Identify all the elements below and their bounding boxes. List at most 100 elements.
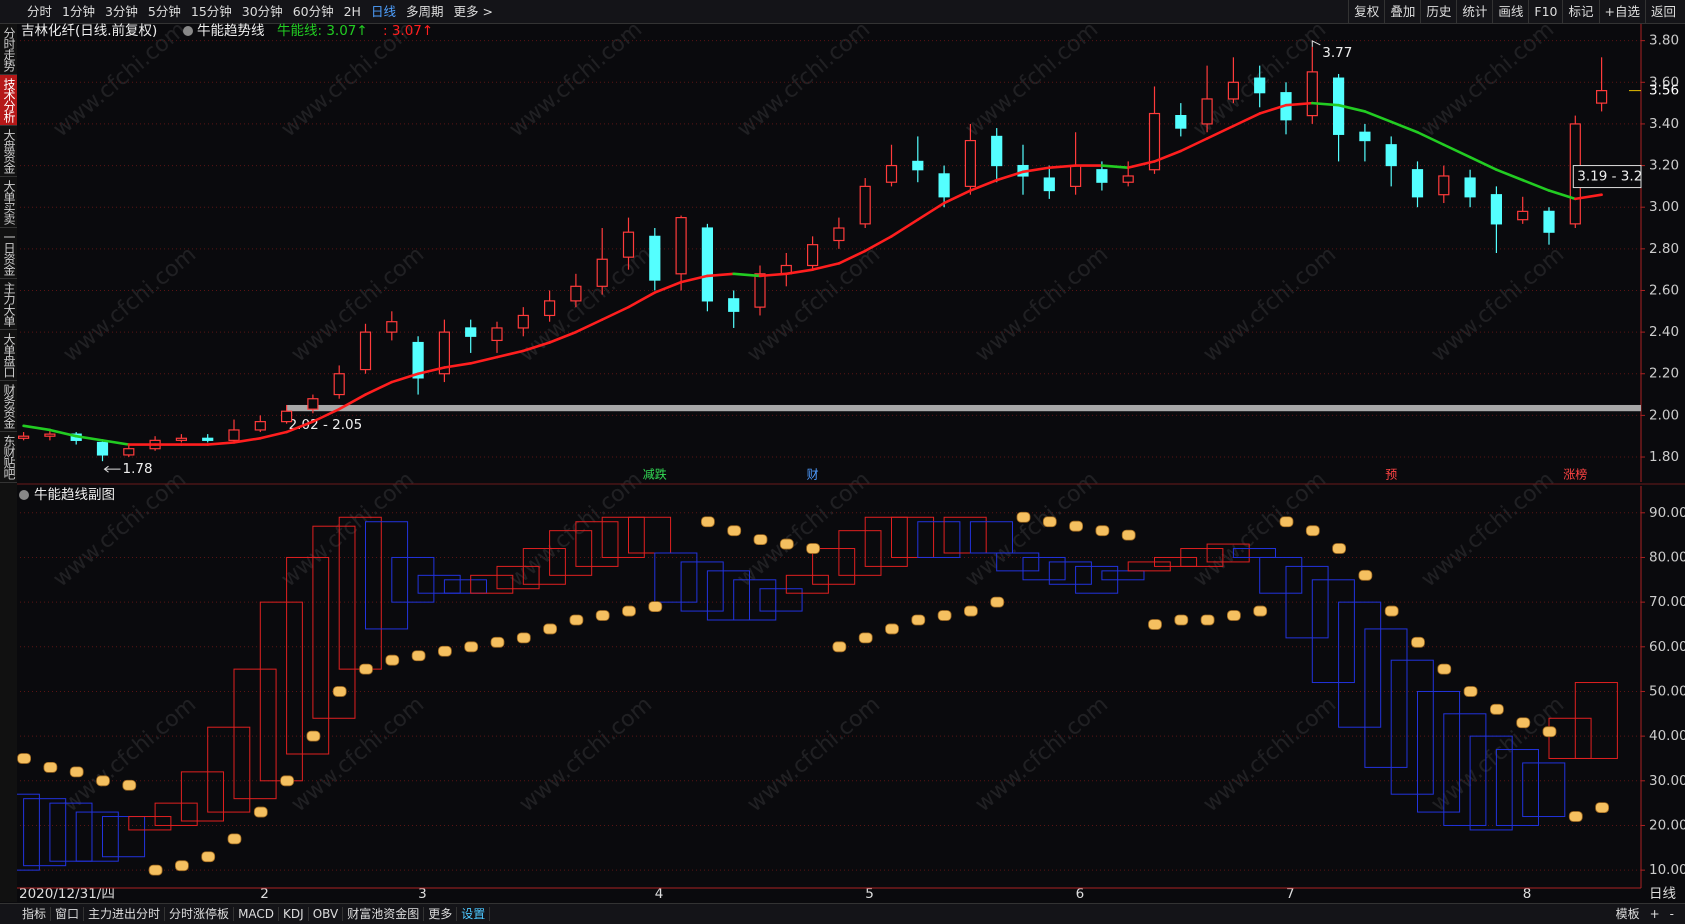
trend-line [653, 280, 683, 294]
buy-mark-body [306, 730, 321, 742]
candle-body [333, 373, 345, 396]
buy-mark-body [543, 623, 557, 635]
buy-mark-body [911, 614, 926, 626]
sidebar-tab[interactable]: 技术分析 [0, 75, 17, 126]
box [17, 793, 40, 871]
tool-button[interactable]: 复权 [1348, 0, 1384, 23]
sell-mark [1069, 520, 1083, 532]
bottom-control[interactable]: 模板 [1615, 907, 1640, 921]
buy-mark-body [937, 610, 952, 621]
box [312, 525, 356, 719]
y-tick-label: 90.00 [1649, 505, 1685, 521]
x-tick-label: 6 [1076, 886, 1085, 902]
indicator-tab[interactable]: 财富池资金图 [343, 907, 425, 921]
period-tab[interactable]: 15分钟 [190, 4, 232, 19]
box [207, 726, 251, 813]
trend-line [916, 201, 946, 221]
trend-line [679, 274, 709, 284]
buy-mark [622, 605, 636, 617]
indicator-tab[interactable]: KDJ [279, 907, 309, 921]
period-tab[interactable]: 5分钟 [147, 4, 181, 19]
box [891, 516, 935, 558]
box [969, 521, 1013, 554]
trend-line [469, 355, 499, 365]
sidebar-tab[interactable]: 大单盘口 [0, 330, 17, 381]
tool-button[interactable]: 返回 [1644, 0, 1681, 23]
tool-button[interactable]: 标记 [1562, 0, 1598, 23]
period-tab[interactable]: 多周期 [405, 4, 444, 19]
sell-mark-body [1490, 703, 1504, 715]
box [943, 516, 987, 554]
sell-mark-body [1332, 543, 1346, 554]
legend-entry: : 3.07↑ [383, 23, 433, 39]
candle-body [649, 235, 661, 281]
sell-mark [806, 543, 820, 554]
candle-body [1175, 114, 1187, 129]
tool-button[interactable]: 历史 [1420, 0, 1456, 23]
indicator-tab[interactable]: OBV [308, 907, 344, 921]
buy-mark-body [595, 610, 610, 621]
tool-button[interactable]: 叠加 [1384, 0, 1420, 23]
tool-button[interactable]: 画线 [1492, 0, 1528, 23]
watermark: www.cfchi.com [505, 23, 647, 142]
bottom-control[interactable]: + [1649, 907, 1660, 921]
sidebar-tab[interactable]: 大盘资金 [0, 126, 17, 177]
indicator-tab[interactable]: 更多 [424, 907, 458, 921]
trend-line [1179, 137, 1209, 153]
box [1206, 543, 1250, 563]
buy-mark [306, 730, 321, 742]
candle-body [1464, 177, 1476, 198]
period-tab[interactable]: 更多 > [453, 4, 493, 19]
legend-entry: 牛能线: 3.07↑ [277, 23, 368, 39]
sidebar-tab[interactable]: 分时走势 [0, 24, 17, 75]
sidebar-tab[interactable]: 一日资金 [0, 228, 17, 279]
sell-mark-body [1463, 686, 1478, 697]
trend-line [890, 218, 920, 238]
tool-button[interactable]: 统计 [1456, 0, 1492, 23]
period-tab[interactable]: 60分钟 [292, 4, 334, 19]
x-tick-label: 2 [260, 886, 269, 902]
sell-mark [1279, 516, 1294, 528]
period-tab[interactable]: 2H [343, 4, 361, 19]
candle-body [228, 429, 240, 441]
period-tab[interactable]: 30分钟 [241, 4, 283, 19]
y-tick-label: 2.40 [1649, 324, 1679, 340]
trend-line [206, 441, 236, 446]
trend-line [443, 362, 473, 369]
indicator-tab[interactable]: 设置 [457, 907, 491, 921]
bottom-control[interactable]: - [1669, 907, 1674, 921]
period-tab[interactable]: 3分钟 [104, 4, 138, 19]
indicator-tab[interactable]: 指标 [18, 907, 52, 921]
buy-mark-body [253, 806, 268, 818]
watermark: www.cfchi.com [1427, 242, 1569, 367]
sell-mark [779, 538, 794, 550]
trend-line [1574, 193, 1603, 201]
sidebar-tab[interactable]: 东财贴吧 [0, 432, 17, 483]
trend-line [995, 170, 1025, 182]
sidebar-tab[interactable]: 财务资金 [0, 381, 17, 432]
indicator-tab[interactable]: 分时涨停板 [165, 907, 235, 921]
sidebar-tab[interactable]: 主力大单 [0, 279, 17, 330]
indicator-tab[interactable]: 主力进出分时 [84, 907, 166, 921]
indicator-tab[interactable]: MACD [234, 907, 280, 921]
y-tick-label: 40.00 [1649, 728, 1685, 744]
buy-mark-body [516, 632, 531, 644]
watermark: www.cfchi.com [59, 242, 201, 367]
indicator-tab[interactable]: 窗口 [51, 907, 85, 921]
candle-body [281, 410, 293, 423]
buy-mark [990, 596, 1005, 608]
tool-button[interactable]: +自选 [1598, 0, 1645, 23]
period-tab[interactable]: 分时 [27, 4, 53, 19]
period-tab[interactable]: 日线 [370, 4, 396, 19]
sidebar-tab[interactable]: 大单买卖 [0, 177, 17, 228]
trend-line [706, 272, 736, 278]
trend-line [1205, 124, 1235, 140]
candle-body [1096, 169, 1108, 183]
buy-mark [411, 650, 426, 662]
sell-mark [1042, 516, 1057, 528]
box [1259, 556, 1303, 594]
tool-button[interactable]: F10 [1528, 0, 1562, 23]
period-tab[interactable]: 1分钟 [62, 4, 95, 19]
candle-body [728, 298, 740, 312]
y-tick-label: 2.00 [1649, 407, 1679, 423]
